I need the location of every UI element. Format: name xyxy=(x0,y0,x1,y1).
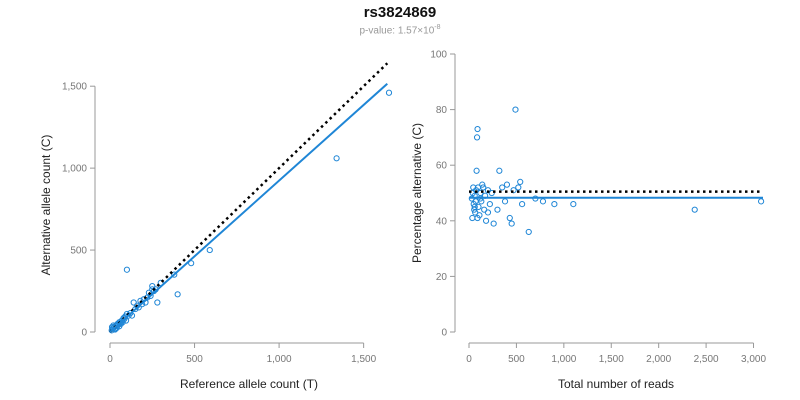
right-y-tick-label: 0 xyxy=(441,328,447,339)
left-y-tick-label: 1,500 xyxy=(62,82,87,93)
right-data-point xyxy=(510,187,517,194)
right-data-point xyxy=(474,214,481,222)
right-data-point xyxy=(471,203,478,210)
right-x-tick-label: 2,000 xyxy=(646,354,671,365)
right-data-point xyxy=(475,203,482,210)
left-chart: 0 500 1,000 1,500 0 500 1,000 1,500 Reference al… xyxy=(39,62,393,391)
right-y-tick-label: 40 xyxy=(436,216,448,227)
right-x-tick-label: 0 xyxy=(466,354,472,365)
right-data-point xyxy=(506,214,513,222)
right-y-tick-label: 20 xyxy=(436,272,448,283)
right-data-point xyxy=(479,181,486,188)
right-data-point xyxy=(478,198,485,205)
p-value-exponent: -8 xyxy=(434,24,441,31)
right-data-point xyxy=(570,201,577,208)
right-data-point xyxy=(471,206,478,213)
right-x-tick-label: 500 xyxy=(508,354,525,365)
left-x-tick-label: 1,500 xyxy=(351,354,376,365)
right-x-axis-label: Total number of reads xyxy=(558,377,674,391)
left-data-point xyxy=(385,89,393,96)
right-data-point xyxy=(551,201,558,208)
right-y-tick-label: 80 xyxy=(436,105,448,116)
left-data-point xyxy=(206,246,213,254)
right-x-tick-label: 1,500 xyxy=(599,354,624,365)
right-data-point xyxy=(480,184,487,191)
right-x-tick-label: 3,000 xyxy=(741,354,766,365)
right-data-point xyxy=(496,167,503,174)
right-data-point xyxy=(473,167,480,174)
right-y-axis-label: Percentage alternative (C) xyxy=(410,123,424,263)
right-data-point xyxy=(494,206,501,213)
left-data-point xyxy=(333,155,340,162)
left-x-axis-label: Reference allele count (T) xyxy=(180,377,318,391)
right-data-point xyxy=(482,217,490,224)
right-x-tick-label: 2,500 xyxy=(694,354,719,365)
right-data-point xyxy=(501,198,509,205)
left-data-point xyxy=(123,266,131,273)
right-data-point xyxy=(474,125,481,133)
right-chart: 0 20 40 60 80 100 0 500 1,000 1,500 2,000 2,500 3,00… xyxy=(410,50,766,392)
right-y-tick-label: 100 xyxy=(430,50,447,61)
right-data-point xyxy=(519,201,526,208)
right-data-point xyxy=(473,134,481,141)
right-x-tick-label: 1,000 xyxy=(551,354,576,365)
right-data-point xyxy=(508,220,515,227)
right-data-point xyxy=(515,184,522,191)
right-data-point xyxy=(539,198,547,205)
chart-subtitle: p-value: 1.57×10-8 xyxy=(0,24,800,36)
right-data-point xyxy=(484,209,492,216)
right-y-tick-label: 60 xyxy=(436,161,448,172)
chart-title: rs3824869 xyxy=(363,4,437,21)
right-data-point xyxy=(490,220,497,227)
left-x-tick-label: 1,000 xyxy=(267,354,292,365)
left-y-tick-label: 0 xyxy=(81,328,87,339)
left-y-axis-label: Alternative allele count (C) xyxy=(39,135,53,276)
left-fit-line xyxy=(109,82,388,333)
right-data-point xyxy=(488,189,495,197)
right-data-point xyxy=(517,178,524,185)
left-data-point xyxy=(130,299,137,306)
left-data-point xyxy=(174,291,181,298)
right-data-point xyxy=(499,184,506,191)
right-data-point xyxy=(525,228,532,236)
left-x-tick-label: 500 xyxy=(186,354,203,365)
p-value-text: p-value: 1.57×10 xyxy=(359,25,435,37)
left-reference-line xyxy=(109,62,389,333)
right-data-point xyxy=(503,181,511,188)
left-x-tick-label: 0 xyxy=(107,354,113,365)
left-y-tick-label: 1,000 xyxy=(62,164,87,175)
right-data-point xyxy=(512,106,519,113)
right-data-point xyxy=(758,198,765,205)
right-data-point xyxy=(469,214,476,222)
left-y-tick-label: 500 xyxy=(70,246,87,257)
left-data-point xyxy=(154,299,161,306)
right-data-point xyxy=(486,201,493,208)
right-data-point xyxy=(691,206,698,213)
left-data-point xyxy=(171,271,178,278)
